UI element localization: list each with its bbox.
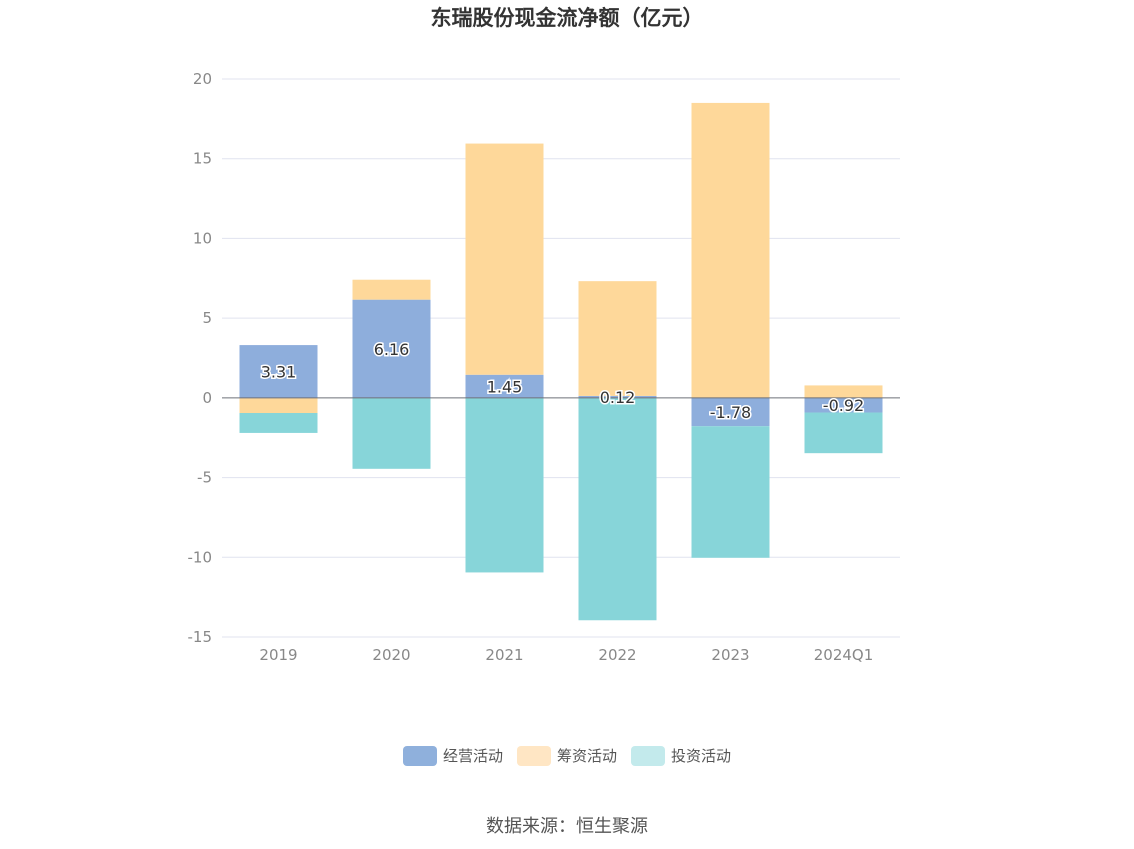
legend: 经营活动 筹资活动 投资活动 — [0, 745, 1134, 766]
legend-label: 筹资活动 — [556, 747, 617, 765]
y-tick-label: 5 — [202, 309, 212, 327]
bar — [691, 426, 770, 558]
bar — [239, 397, 318, 414]
bar — [804, 397, 883, 413]
y-tick-label: 15 — [193, 150, 212, 168]
bar — [239, 345, 318, 398]
legend-item[interactable]: 经营活动 — [402, 745, 503, 766]
legend-swatch — [516, 745, 551, 766]
y-tick-label: 10 — [193, 229, 212, 247]
x-tick-label: 2021 — [485, 646, 523, 664]
legend-item[interactable]: 筹资活动 — [516, 745, 617, 766]
x-tick-label: 2022 — [598, 646, 636, 664]
y-tick-label: -5 — [197, 469, 212, 487]
x-tick-label: 2020 — [372, 646, 410, 664]
legend-swatch — [631, 745, 665, 766]
y-tick-label: -10 — [188, 548, 213, 566]
legend-label: 经营活动 — [442, 747, 503, 765]
chart-title: 东瑞股份现金流净额（亿元） — [431, 6, 704, 30]
bar — [239, 413, 318, 433]
bar — [465, 143, 544, 375]
legend-item[interactable]: 投资活动 — [631, 745, 731, 766]
x-tick-label: 2024Q1 — [814, 646, 874, 664]
y-tick-label: 0 — [202, 389, 212, 407]
data-label: 1.45 — [487, 377, 523, 396]
bar — [352, 299, 431, 398]
data-label: 0.12 — [600, 388, 636, 407]
bar — [578, 281, 657, 396]
y-tick-label: 20 — [193, 70, 212, 88]
y-tick-label: -15 — [188, 628, 213, 646]
data-label: -0.92 — [823, 396, 864, 415]
grid-lines — [222, 78, 900, 638]
x-tick-label: 2019 — [259, 646, 297, 664]
source-note: 数据来源：恒生聚源 — [486, 816, 648, 837]
data-labels: 3.31 6.16 1.45 0.12 -1.78 -0.92 — [259, 338, 866, 423]
bar — [578, 395, 657, 398]
bar — [465, 397, 544, 573]
bar — [352, 397, 431, 469]
data-label: -1.78 — [710, 403, 751, 422]
legend-swatch — [402, 745, 437, 766]
bars — [239, 102, 883, 621]
bar — [691, 102, 770, 398]
bar — [465, 374, 544, 398]
data-label: 3.31 — [261, 362, 297, 381]
x-tick-label: 2023 — [711, 646, 749, 664]
bar — [352, 279, 431, 300]
legend-label: 投资活动 — [671, 747, 732, 765]
data-label: 6.16 — [374, 340, 410, 359]
bar — [691, 397, 770, 427]
bar — [804, 385, 883, 398]
bar — [578, 397, 657, 621]
bar — [804, 412, 883, 454]
axis-ticks: 20 15 10 5 0 -5 -10 -15 2019 2020 2021 2022 2023 2024… — [188, 70, 874, 664]
